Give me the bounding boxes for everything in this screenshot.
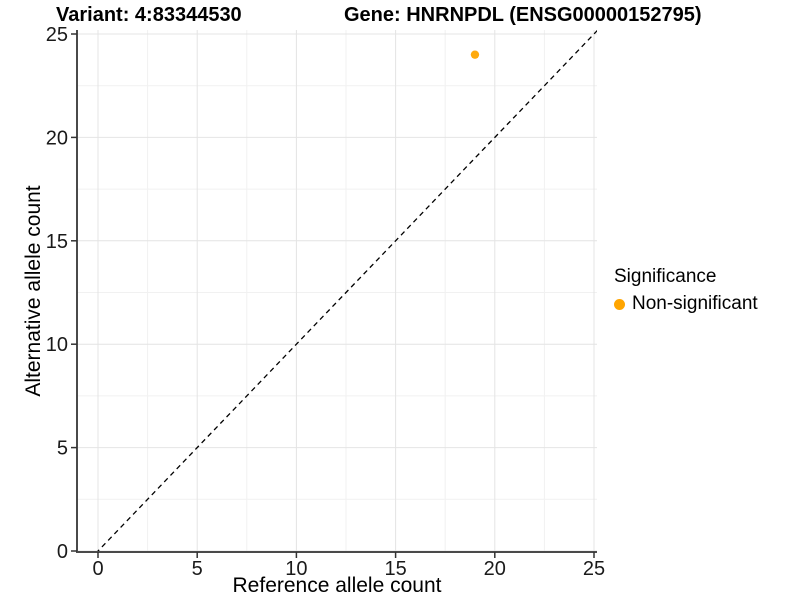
legend-title: Significance [614,266,717,287]
legend-marker-circle-icon [614,298,625,310]
y-tick-label: 10 [46,334,68,356]
x-tick-label: 10 [285,558,307,580]
data-point [470,50,480,59]
y-tick-label: 15 [46,231,68,253]
plot-title-variant: Variant: 4:83344530 [56,4,242,26]
y-tick-label: 20 [46,127,68,149]
y-tick-label: 0 [57,541,68,563]
x-axis-title: Reference allele count [232,574,442,597]
identity-line [96,30,597,552]
legend: Significance Non-significant [614,264,796,316]
y-axis-title: Alternative allele count [22,185,45,397]
legend-item-label: Non-significant [632,293,758,314]
x-tick-label: 15 [384,558,406,580]
y-tick-label: 25 [46,24,68,46]
x-tick-label: 20 [484,558,506,580]
x-tick-label: 5 [192,558,203,580]
legend-item-non-significant: Non-significant [614,292,796,316]
x-tick-label: 0 [92,558,103,580]
x-tick-label: 25 [583,558,605,580]
y-tick-label: 5 [57,438,68,460]
plot-title-gene: Gene: HNRNPDL (ENSG00000152795) [344,4,702,26]
